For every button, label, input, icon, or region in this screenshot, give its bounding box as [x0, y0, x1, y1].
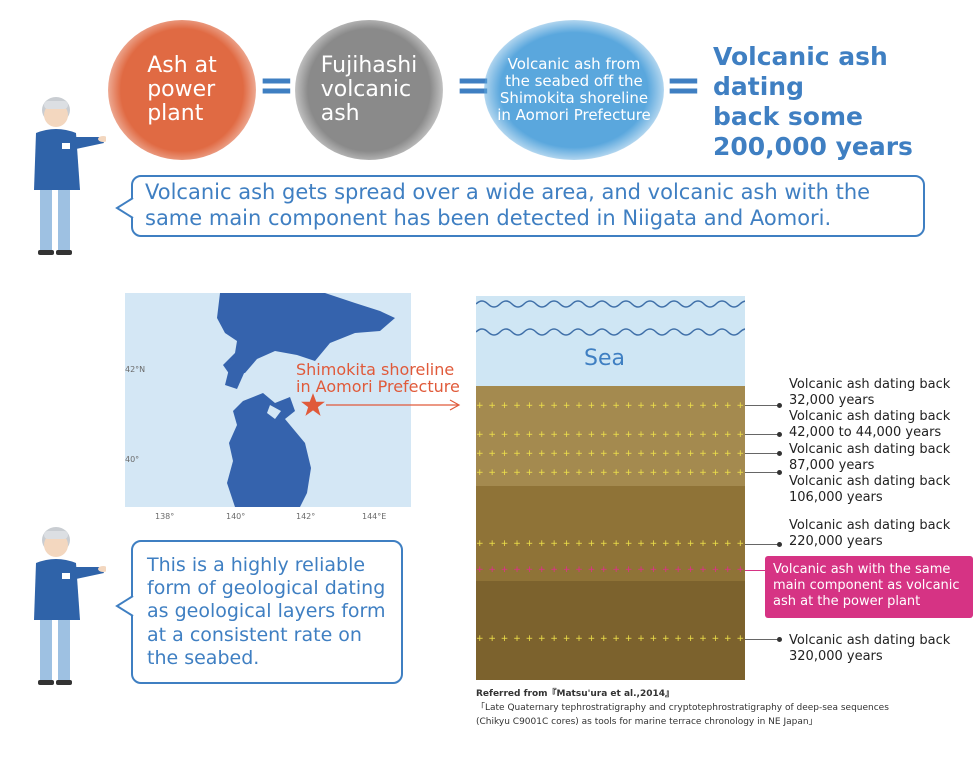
tick-line [745, 434, 779, 435]
circle-text: ash [320, 100, 360, 126]
ash-layer-32k: + + + + + + + + + + + + + + + + + + + + … [476, 401, 745, 411]
headline-line: back some [713, 102, 863, 131]
equals-sign: = [258, 60, 295, 111]
bubble-tail [115, 595, 135, 617]
tick-dot [777, 432, 782, 437]
circle-text: in Aomori Prefecture [497, 106, 651, 125]
ash-layer-320k: + + + + + + + + + + + + + + + + + + + + … [476, 634, 745, 644]
annotation-text: Volcanic ash dating back [789, 409, 951, 424]
speech-bubble-reliable: This is a highly reliable form of geolog… [131, 540, 403, 684]
worker-icon [34, 527, 106, 685]
reference-text: (Chikyu C9001C cores) as tools for marin… [476, 716, 818, 727]
bubble-text: This is a highly reliable [147, 554, 366, 576]
circle-text: plant [147, 100, 204, 126]
sediment-layer [476, 581, 745, 680]
result-headline: Volcanic ash dating back some 200,000 ye… [713, 42, 980, 162]
circle-text: Fujihashi [320, 53, 418, 79]
circle-text: Volcanic ash from [507, 54, 641, 73]
bubble-text: at a consistent rate on [147, 623, 362, 646]
circle-text: volcanic [320, 77, 412, 103]
lon-label: 138° [155, 512, 175, 521]
sea-layer [476, 296, 745, 386]
location-text: Shimokita shoreline [296, 360, 455, 379]
lon-label: 144°E [362, 512, 387, 521]
annotation-text: 220,000 years [789, 533, 883, 549]
headline-line: 200,000 years [713, 132, 913, 161]
circle-text: Shimokita shoreline [499, 89, 649, 107]
tick-dot [777, 542, 782, 547]
lon-label: 140° [226, 512, 246, 521]
ash-layer-42k: + + + + + + + + + + + + + + + + + + + + … [476, 430, 745, 440]
annotation-32k: Volcanic ash dating back 32,000 years [789, 377, 950, 409]
annotation-320k: Volcanic ash dating back 320,000 years [789, 633, 950, 665]
annotation-text: 87,000 years [789, 457, 875, 473]
annotation-220k: Volcanic ash dating back 220,000 years [789, 518, 950, 550]
tick-dot [777, 403, 782, 408]
annotation-87k: Volcanic ash dating back 87,000 years [789, 442, 950, 474]
land-shapes [217, 293, 395, 507]
strata-column: Sea + + + + + + + + + + + + + + + + + + … [476, 296, 745, 680]
circle-text: Ash at [147, 53, 217, 79]
bubble-text: form of geological dating [147, 577, 386, 600]
highlight-text: ash at the power plant [773, 593, 921, 609]
reference-note: Referred from『Matsu'ura et al.,2014』 「La… [476, 688, 889, 730]
seabed-ash-circle: Volcanic ash from the seabed off the Shi… [484, 20, 664, 160]
circle-text: the seabed off the [505, 71, 643, 90]
tick-dot [777, 470, 782, 475]
annotation-text: Volcanic ash dating back [789, 474, 951, 489]
annotation-42k: Volcanic ash dating back 42,000 to 44,00… [789, 409, 950, 441]
circle-text: power [147, 77, 216, 103]
tick-line [745, 639, 779, 640]
wave-lines [476, 300, 745, 336]
sediment-layer [476, 486, 745, 581]
bubble-text: Volcanic ash gets spread over a wide are… [145, 180, 871, 204]
annotation-text: 106,000 years [789, 489, 883, 505]
worker-icon [34, 97, 106, 255]
annotation-text: Volcanic ash dating back [789, 377, 951, 392]
power-plant-ash-circle: Ash at power plant [108, 20, 256, 160]
lat-label: 40° [125, 455, 140, 464]
annotation-text: 32,000 years [789, 392, 875, 408]
tick-line [745, 405, 779, 406]
reference-text: 「Late Quaternary tephrostratigraphy and … [476, 702, 889, 713]
tick-dot [777, 451, 782, 456]
tick-line [745, 453, 779, 454]
bubble-text: as geological layers form [147, 600, 386, 623]
lon-label: 142° [296, 512, 316, 521]
location-text: in Aomori Prefecture [296, 376, 460, 396]
tick-line [745, 544, 779, 545]
annotation-text: 320,000 years [789, 648, 883, 664]
bubble-text: same main component has been detected in… [145, 205, 832, 230]
headline-line: Volcanic ash dating [713, 42, 888, 101]
ash-layer-87k: + + + + + + + + + + + + + + + + + + + + … [476, 449, 745, 459]
annotation-text: Volcanic ash dating back [789, 442, 951, 457]
speech-bubble-spread: Volcanic ash gets spread over a wide are… [131, 175, 925, 237]
fujihashi-ash-circle: Fujihashi volcanic ash [295, 20, 443, 160]
annotation-text: Volcanic ash dating back [789, 518, 951, 533]
bubble-tail [115, 197, 135, 219]
ash-layer-106k: + + + + + + + + + + + + + + + + + + + + … [476, 468, 745, 478]
equals-sign: = [665, 60, 702, 111]
highlight-box: Volcanic ash with the same main componen… [765, 556, 973, 618]
tick-line-highlight [745, 570, 765, 571]
highlight-text: Volcanic ash with the same [773, 562, 951, 577]
ash-layer-highlight: + + + + + + + + + + + + + + + + + + + + … [476, 565, 745, 575]
annotation-text: 42,000 to 44,000 years [789, 424, 942, 440]
ash-layer-220k: + + + + + + + + + + + + + + + + + + + + … [476, 539, 745, 549]
star-marker-icon [301, 393, 325, 416]
annotation-106k: Volcanic ash dating back 106,000 years [789, 474, 950, 506]
reference-title: Referred from『Matsu'ura et al.,2014』 [476, 689, 675, 699]
bubble-text: the seabed. [147, 646, 260, 669]
shimokita-location-label: Shimokita shoreline in Aomori Prefecture [296, 360, 460, 396]
lat-label: 42°N [125, 365, 146, 374]
sea-label: Sea [584, 346, 625, 371]
arrow-right-icon [326, 399, 461, 411]
map-tohoku-hokkaido: 42°N 40° 138° [125, 293, 411, 507]
sediment-layer [476, 386, 745, 486]
annotation-text: Volcanic ash dating back [789, 633, 951, 648]
tick-line [745, 472, 779, 473]
tick-dot [777, 637, 782, 642]
highlight-text: main component as volcanic [773, 577, 960, 593]
